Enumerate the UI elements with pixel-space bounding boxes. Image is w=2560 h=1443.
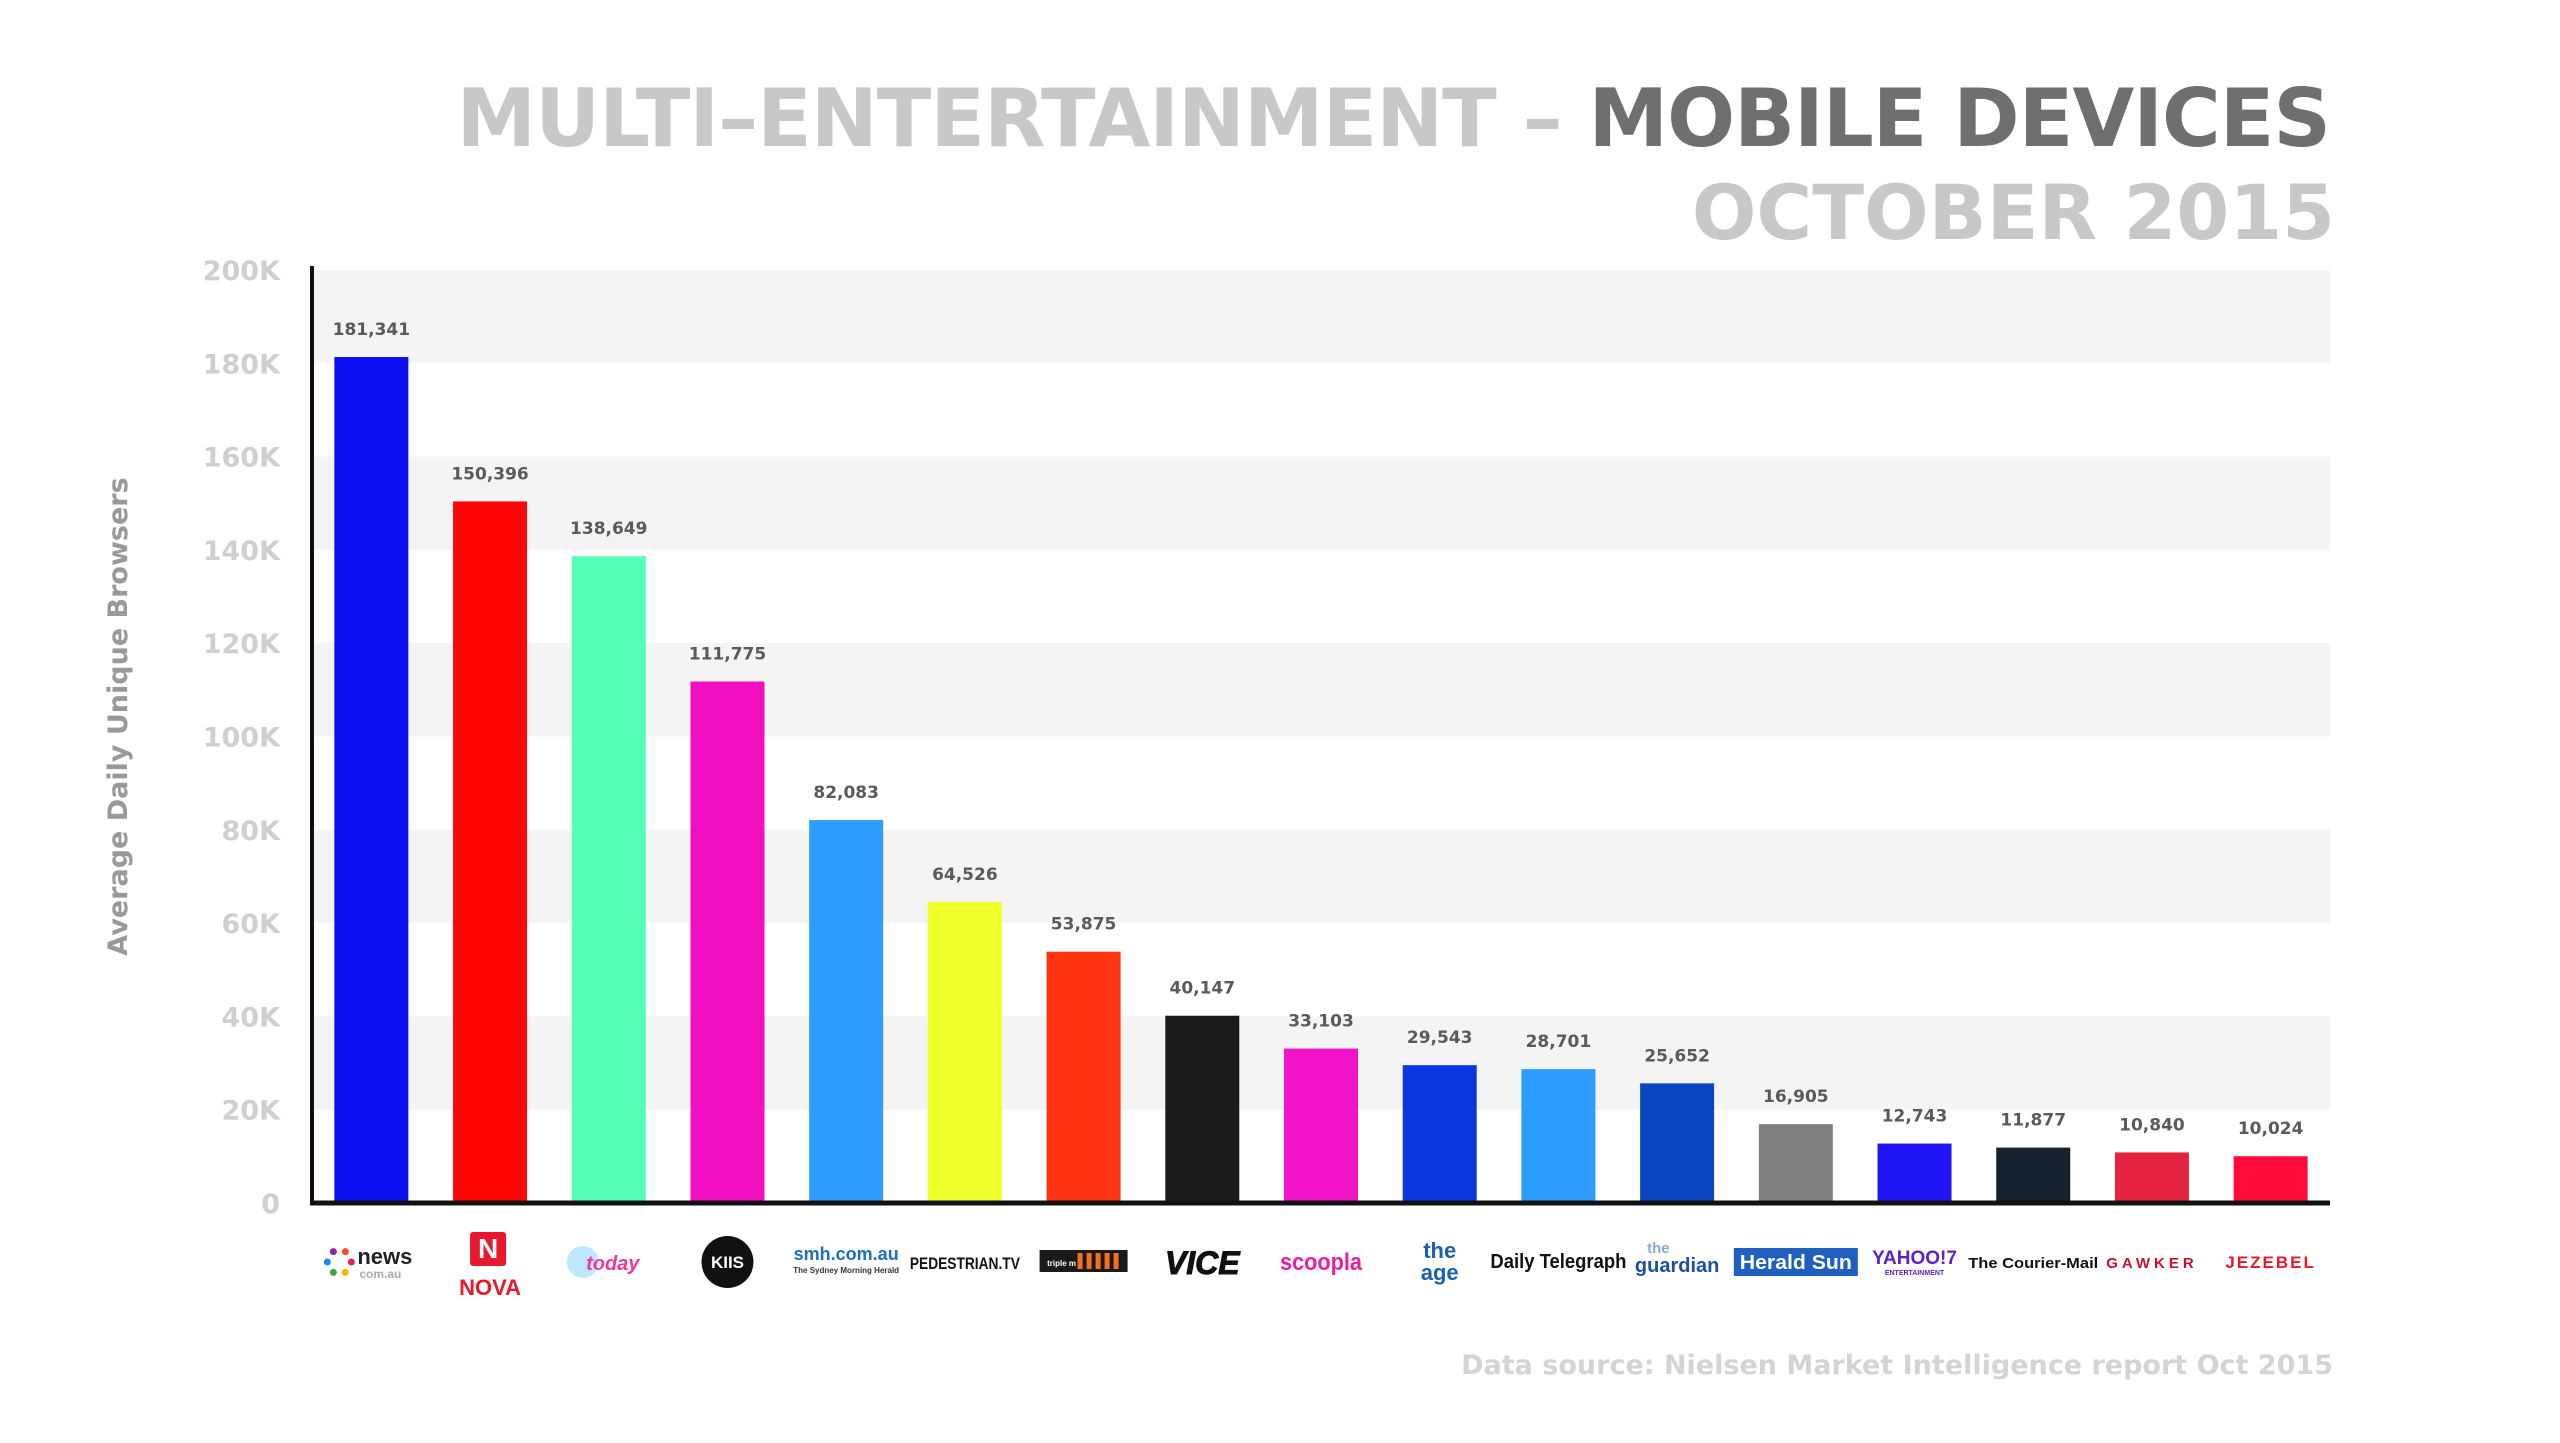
svg-text:guardian: guardian — [1635, 1255, 1719, 1277]
y-tick-label: 160K — [203, 443, 281, 474]
daily-telegraph-logo: Daily Telegraph — [1490, 1251, 1626, 1273]
svg-text:NOVA: NOVA — [459, 1275, 521, 1300]
y-tick-label: 200K — [203, 256, 281, 287]
y-tick-label: 0 — [261, 1189, 280, 1220]
bar-value-label: 12,743 — [1882, 1107, 1948, 1127]
triple-m-logo: triple m — [1039, 1250, 1128, 1272]
bar — [1165, 1015, 1240, 1203]
svg-text:PEDESTRIAN.TV: PEDESTRIAN.TV — [910, 1254, 1021, 1273]
nova-logo: N NOVA — [459, 1232, 521, 1300]
svg-text:the: the — [1423, 1238, 1456, 1263]
chart-title: MULTI–ENTERTAINMENT – MOBILE DEVICES — [457, 72, 2331, 165]
svg-text:smh.com.au: smh.com.au — [794, 1244, 899, 1264]
bar-value-label: 64,526 — [932, 865, 998, 885]
jezebel-logo: JEZEBEL — [2225, 1253, 2316, 1272]
bar — [809, 820, 884, 1203]
y-tick-label: 140K — [203, 536, 281, 567]
bar-value-label: 82,083 — [813, 783, 879, 803]
bar-value-label: 11,877 — [2000, 1111, 2066, 1131]
grid-band — [312, 643, 2330, 737]
kiis-logo: KIIS — [701, 1236, 754, 1288]
y-tick-label: 20K — [222, 1096, 282, 1127]
y-tick-label: 120K — [203, 629, 281, 660]
gawker-logo: GAWKER — [2106, 1255, 2198, 1272]
y-tick-label: 80K — [222, 816, 282, 847]
svg-text:scoopla: scoopla — [1280, 1249, 1363, 1276]
svg-text:today: today — [586, 1253, 640, 1275]
svg-text:YAHOO!7: YAHOO!7 — [1872, 1248, 1957, 1269]
grid-band — [312, 270, 2330, 364]
svg-text:The Courier-Mail: The Courier-Mail — [1968, 1255, 2098, 1272]
svg-text:Daily Telegraph: Daily Telegraph — [1490, 1251, 1626, 1273]
smh-logo: smh.com.au The Sydney Morning Herald — [793, 1244, 899, 1275]
scoopla-logo: scoopla — [1280, 1249, 1363, 1276]
chart-subtitle: OCTOBER 2015 — [1691, 168, 2335, 257]
bar-value-label: 111,775 — [689, 645, 766, 665]
bar — [2114, 1152, 2189, 1203]
bar — [1402, 1065, 1477, 1203]
courier-mail-logo: The Courier-Mail — [1968, 1255, 2098, 1272]
svg-text:JEZEBEL: JEZEBEL — [2225, 1253, 2316, 1272]
bar-value-label: 10,840 — [2119, 1115, 2185, 1135]
chart-title-part2: MOBILE DEVICES — [1588, 72, 2331, 165]
bar-value-label: 28,701 — [1526, 1032, 1592, 1052]
bar-value-label: 53,875 — [1051, 915, 1117, 935]
bar — [334, 357, 409, 1204]
chart-title-part1: MULTI–ENTERTAINMENT – — [456, 72, 1589, 165]
y-axis-label: Average Daily Unique Browsers — [103, 477, 134, 955]
bar-value-label: 16,905 — [1763, 1087, 1829, 1107]
bar-value-label: 25,652 — [1644, 1046, 1710, 1066]
bar-value-label: 10,024 — [2238, 1119, 2304, 1139]
y-tick-label: 100K — [203, 723, 281, 754]
today-logo: today — [566, 1246, 640, 1278]
pedestrian-tv-logo: PEDESTRIAN.TV — [910, 1254, 1021, 1273]
svg-text:KIIS: KIIS — [711, 1253, 744, 1272]
bar — [1758, 1124, 1833, 1203]
svg-text:age: age — [1421, 1260, 1459, 1285]
bar — [1877, 1143, 1952, 1203]
data-source-note: Data source: Nielsen Market Intelligence… — [1461, 1350, 2333, 1381]
svg-text:VICE: VICE — [1165, 1245, 1241, 1281]
svg-text:com.au: com.au — [359, 1267, 401, 1281]
svg-text:ENTERTAINMENT: ENTERTAINMENT — [1885, 1270, 1945, 1277]
svg-text:Herald Sun: Herald Sun — [1740, 1252, 1852, 1274]
bar-value-label: 40,147 — [1169, 979, 1235, 999]
grid-band — [312, 829, 2330, 924]
bar-value-label: 181,341 — [333, 320, 410, 340]
svg-text:GAWKER: GAWKER — [2106, 1255, 2198, 1272]
svg-text:triple m: triple m — [1047, 1259, 1076, 1268]
bar — [1046, 951, 1121, 1203]
bar — [1640, 1083, 1715, 1203]
bar — [690, 681, 765, 1203]
svg-text:the: the — [1647, 1240, 1670, 1257]
bar-value-label: 138,649 — [570, 519, 647, 539]
svg-text:The Sydney Morning Herald: The Sydney Morning Herald — [793, 1266, 899, 1275]
bar — [927, 901, 1002, 1203]
bar-value-label: 150,396 — [451, 464, 528, 484]
bar — [2233, 1156, 2308, 1203]
y-tick-label: 40K — [222, 1002, 282, 1033]
vice-logo: VICE — [1164, 1245, 1241, 1282]
bar — [1996, 1147, 2071, 1203]
svg-text:N: N — [478, 1233, 498, 1264]
herald-sun-logo: Herald Sun — [1733, 1248, 1858, 1276]
grid-band — [312, 456, 2330, 550]
bar — [1284, 1048, 1358, 1203]
y-tick-label: 60K — [222, 909, 282, 940]
bar — [571, 556, 646, 1203]
bar — [1521, 1069, 1596, 1203]
bar-value-label: 29,543 — [1407, 1028, 1473, 1048]
y-tick-label: 180K — [203, 349, 281, 380]
bar-value-label: 33,103 — [1288, 1012, 1354, 1032]
svg-text:news: news — [357, 1244, 412, 1269]
bar — [453, 501, 528, 1203]
